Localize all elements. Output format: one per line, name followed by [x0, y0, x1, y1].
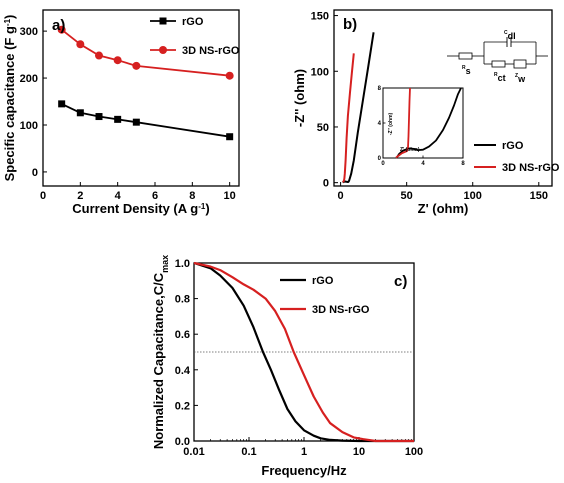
panel-a-ytick-label: 200 — [20, 73, 38, 85]
panel-b-legend-label: rGO — [502, 140, 524, 152]
panel-c-xtick-label: 100 — [405, 446, 423, 458]
panel-b-frame — [333, 9, 553, 187]
panel-a-xtick-label: 2 — [77, 190, 83, 202]
panel-c-ytick-label: 0.2 — [175, 400, 190, 412]
panel-c-series-line — [193, 261, 414, 443]
panel-c-xlabel: Frequency/Hz — [261, 463, 347, 478]
panel-b-xtick-label: 50 — [401, 190, 413, 202]
panel-a-point — [95, 51, 103, 60]
circuit-label-rct: Rct — [494, 72, 506, 83]
panel-b-ytick-label: 50 — [317, 122, 329, 134]
circuit-label-zw: Zw — [515, 73, 526, 84]
panel-b-inset-series-line — [396, 87, 462, 158]
panel-a-ytick-label: 0 — [32, 167, 38, 179]
panel-c-ytick-label: 0.4 — [175, 365, 191, 377]
panel-c-series-line — [193, 261, 414, 443]
panel-c-ylabel: Normalized Capacitance,C/Cmax — [151, 255, 170, 449]
panel-b-inset-xtick-label: 0 — [381, 161, 385, 167]
panel-b-inset-ylabel: -Z'' (ohm) — [388, 112, 394, 135]
panel-a-legend-label: rGO — [182, 16, 204, 28]
panel-a-point — [95, 113, 103, 121]
panel-a-xlabel: Current Density (A g-1) — [72, 201, 209, 216]
panel-b-ylabel: -Z'' (ohm) — [292, 69, 307, 127]
panel-a-series-line — [61, 103, 230, 138]
panel-a-xtick-label: 10 — [224, 190, 236, 202]
panel-b-inset-ytick-label: 0 — [378, 156, 382, 162]
panel-c-ytick-label: 1.0 — [175, 258, 190, 270]
panel-b-xtick-label: 0 — [338, 190, 344, 202]
panel-b-inset-frame — [382, 87, 464, 159]
panel-c-xtick-label: 1 — [301, 446, 307, 458]
panel-c-xtick-label: 0.01 — [183, 446, 204, 458]
panel-a-xtick-label: 4 — [115, 190, 122, 202]
panel-a-point — [113, 56, 122, 65]
panel-a-point — [57, 25, 66, 34]
circuit-rs — [458, 52, 473, 60]
panel-b-inset-series-line — [395, 87, 411, 159]
panel-a-ylabel: Specific capacitance (F g-1) — [2, 15, 17, 182]
panel-a-point — [226, 133, 234, 141]
panel-b-ytick-label: 150 — [311, 11, 329, 23]
panel-a-legend-marker — [159, 46, 167, 54]
panel-b-ytick-label: 0 — [323, 178, 329, 190]
panel-b-label: b) — [343, 16, 357, 33]
panel-b-xlabel: Z' (ohm) — [418, 201, 469, 216]
panel-a-xtick-label: 6 — [152, 190, 158, 202]
panel-b-xtick-label: 100 — [464, 190, 482, 202]
circuit-label-cdl: Cdl — [504, 30, 516, 41]
panel-b-xtick-label: 150 — [530, 190, 548, 202]
panel-c-xtick-label: 0.1 — [241, 446, 256, 458]
circuit-label-rs: Rs — [462, 65, 471, 76]
panel-b-series-line — [342, 32, 375, 184]
panel-c-ytick-label: 0.6 — [175, 329, 190, 341]
panel-b-inset-ytick-label: 4 — [378, 121, 382, 127]
panel-b-inset-xtick-label: 4 — [421, 161, 425, 167]
panel-b-inset-xtick-label: 8 — [461, 161, 465, 167]
panel-c-label: c) — [394, 273, 407, 290]
panel-a-legend-label: 3D NS-rGO — [182, 45, 240, 57]
panel-a-point — [132, 118, 140, 126]
panel-a-xtick-label: 8 — [189, 190, 195, 202]
panel-c-ytick-label: 0.0 — [175, 436, 190, 448]
panel-a-point — [132, 61, 141, 70]
panel-b-legend-label: 3D NS-rGO — [502, 162, 560, 174]
panel-c-legend-label: rGO — [312, 275, 334, 287]
panel-a-ytick-label: 300 — [20, 26, 38, 38]
panel-a-point — [114, 115, 122, 123]
panel-a-xtick-label: 0 — [40, 190, 46, 202]
panel-a-point — [58, 100, 66, 108]
panel-a-frame — [42, 9, 240, 187]
panel-c-legend-label: 3D NS-rGO — [312, 304, 370, 316]
panel-a-point — [76, 109, 84, 117]
panel-c-ytick-label: 0.8 — [175, 294, 190, 306]
panel-a-label: a) — [52, 17, 65, 34]
panel-b-inset-ytick-label: 8 — [378, 86, 382, 92]
panel-a-point — [225, 71, 234, 80]
panel-b-inset-xlabel: Z' (ohm) — [400, 147, 420, 153]
circuit-rct — [491, 60, 506, 68]
panel-b-series-line — [342, 53, 355, 183]
circuit-zw — [513, 59, 527, 69]
panel-a-legend-marker — [159, 17, 167, 25]
panel-c-xtick-label: 10 — [353, 446, 365, 458]
panel-b-ytick-label: 100 — [311, 66, 329, 78]
panel-a-ytick-label: 100 — [20, 120, 38, 132]
panel-a-point — [76, 40, 85, 49]
